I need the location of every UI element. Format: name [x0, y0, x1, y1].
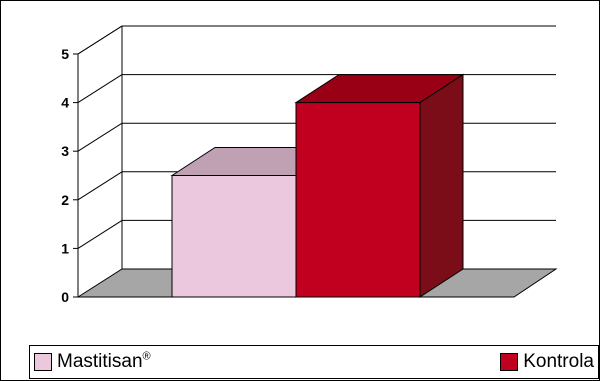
y-tick-label: 0	[61, 289, 69, 305]
legend: Mastitisan® Kontrola	[29, 345, 599, 379]
y-tick-label: 3	[61, 143, 69, 159]
legend-swatch-mastitisan	[34, 353, 52, 371]
bar-kontrola	[294, 73, 465, 298]
legend-swatch-kontrola	[500, 353, 519, 371]
y-tick-label: 2	[61, 192, 69, 208]
y-tick-label: 4	[61, 95, 69, 111]
bar-front	[295, 102, 421, 298]
legend-label-mastitisan: Mastitisan®	[57, 350, 151, 372]
legend-label-kontrola: Kontrola	[523, 351, 594, 372]
legend-item-mastitisan: Mastitisan®	[34, 351, 151, 373]
grid-line-side	[77, 171, 123, 201]
y-axis: 0 1 2 3 4 5	[61, 46, 79, 305]
bar-side	[419, 73, 464, 298]
y-tick-label: 5	[61, 46, 69, 62]
legend-item-kontrola: Kontrola	[500, 351, 594, 373]
bar-front	[171, 175, 297, 298]
grid-line-side	[77, 25, 123, 55]
grid-line-side	[77, 219, 123, 249]
bars	[78, 73, 514, 298]
grid-line-side	[77, 122, 123, 152]
grid-line-side	[77, 74, 123, 104]
y-tick-label: 1	[61, 240, 69, 256]
